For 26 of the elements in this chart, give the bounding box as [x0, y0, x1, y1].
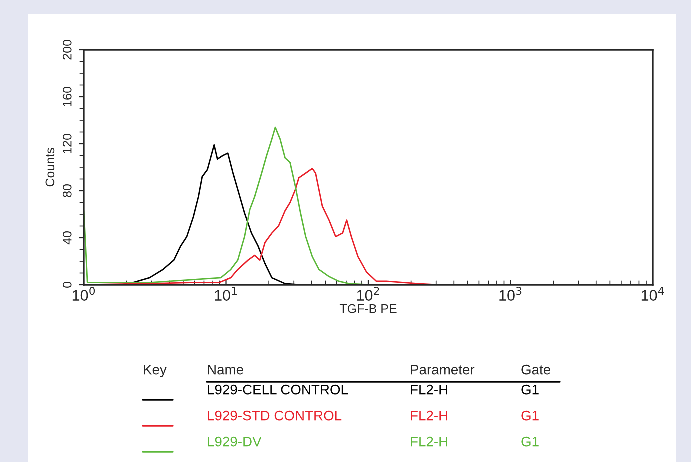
legend-title: Key — [144, 365, 167, 378]
x-axis-title: TGF-B PE — [340, 304, 397, 314]
y-tick-label: 120 — [62, 134, 72, 154]
y-axis-title: Counts — [46, 148, 55, 187]
x-tick-label: 10$^{0}$ — [72, 287, 96, 301]
x-tick-label: 10$^{1}$ — [215, 287, 237, 301]
text: G1 — [522, 436, 539, 447]
text: FL2-H — [411, 384, 448, 395]
text: Name — [208, 365, 244, 375]
x-tick-label: 10$^{2}$ — [357, 287, 380, 301]
text: L929-STD CONTROL — [208, 410, 342, 421]
y-tick-label: 0 — [62, 282, 72, 288]
y-tick-label: 80 — [62, 184, 72, 198]
text: FL2-H — [411, 436, 448, 447]
text: FL2-H — [411, 410, 448, 421]
text: G1 — [522, 410, 539, 421]
y-tick-label: 40 — [62, 232, 72, 245]
y-tick-label: 160 — [62, 87, 72, 106]
x-tick-label: 10$^{4}$ — [642, 287, 664, 301]
text: G1 — [522, 384, 539, 395]
y-tick-label: 200 — [62, 40, 72, 60]
x-tick-label: 10$^{3}$ — [500, 287, 522, 301]
text: Parameter — [411, 365, 475, 375]
text: L929-CELL CONTROL — [208, 384, 348, 395]
text: Gate — [522, 364, 550, 375]
text: L929-DV — [208, 436, 262, 447]
